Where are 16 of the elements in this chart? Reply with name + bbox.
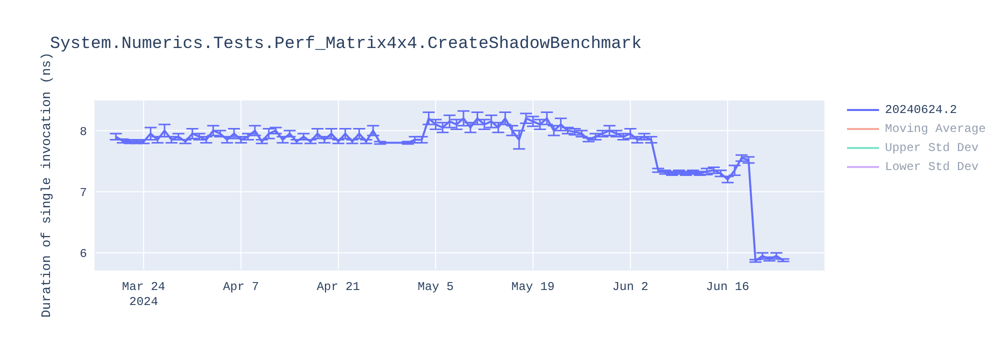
x-tick-label: May 19 [511,280,555,294]
x-tick-label: Jun 16 [706,280,750,294]
x-tick-label: Mar 24 2024 [122,280,166,309]
y-tick-label: 6 [80,247,87,262]
legend-label: 20240624.2 [885,102,958,116]
x-tick-label: Apr 7 [222,280,260,294]
chart-title: System.Numerics.Tests.Perf_Matrix4x4.CreateShadowBenchmark [50,35,642,54]
x-tick-label: May 5 [418,280,454,294]
y-tick-label: 7 [80,186,87,200]
y-tick-label: 8 [80,124,87,139]
legend-label: Lower Std Dev [885,160,979,174]
legend-label: Moving Average [885,122,986,136]
legend-label: Upper Std Dev [885,140,979,154]
y-axis-title: Duration of single invocation (ns) [39,52,54,318]
x-tick-label: Apr 21 [316,280,360,294]
x-tick-label: Jun 2 [612,280,648,294]
